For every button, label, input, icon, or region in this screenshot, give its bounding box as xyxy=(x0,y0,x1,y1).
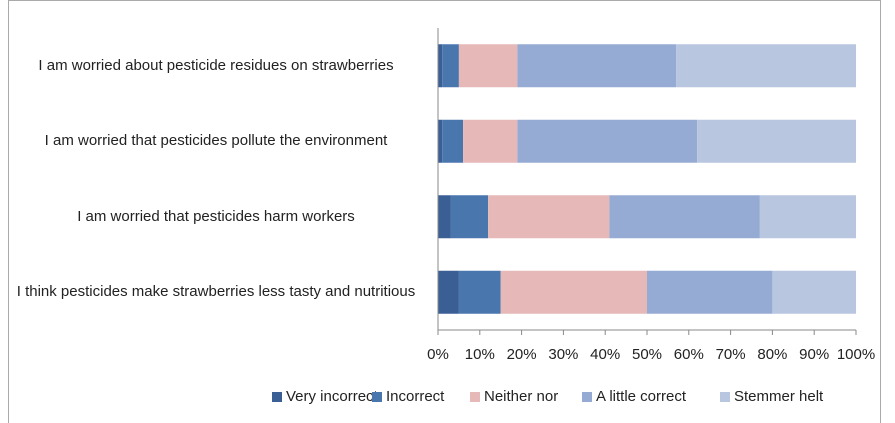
x-tick-label: 40% xyxy=(590,346,620,363)
bar-segment xyxy=(697,119,856,163)
x-tick-label: 50% xyxy=(632,346,662,363)
legend-label: Neither nor xyxy=(484,388,558,405)
bar-segment xyxy=(438,44,443,88)
bar-segment xyxy=(442,44,459,88)
bar-segment xyxy=(438,195,451,239)
bar-segment xyxy=(609,195,760,239)
bar-segment xyxy=(438,270,459,314)
x-tick-label: 30% xyxy=(548,346,578,363)
category-label: I am worried about pesticide residues on… xyxy=(38,56,394,74)
bar-segment xyxy=(772,270,856,314)
x-tick-label: 60% xyxy=(674,346,704,363)
bar-segment xyxy=(442,119,464,163)
bar-segment xyxy=(517,119,698,163)
legend-label: Very incorrect xyxy=(286,388,379,405)
bar-segment xyxy=(517,44,677,88)
chart-border xyxy=(8,0,881,423)
bar-segment xyxy=(450,195,489,239)
legend-swatch xyxy=(720,392,730,402)
bar-segment xyxy=(500,270,647,314)
bar-segment xyxy=(647,270,773,314)
x-tick-label: 100% xyxy=(837,346,875,363)
bar-segment xyxy=(676,44,856,88)
category-label: I am worried that pesticides harm worker… xyxy=(77,207,355,225)
bar-segment xyxy=(438,119,443,163)
bar-segment xyxy=(458,270,501,314)
bar-segment xyxy=(488,195,610,239)
legend-swatch xyxy=(372,392,382,402)
x-tick-label: 10% xyxy=(465,346,495,363)
bar-segment xyxy=(759,195,856,239)
x-tick-label: 80% xyxy=(757,346,787,363)
x-tick-label: 90% xyxy=(799,346,829,363)
x-tick-label: 70% xyxy=(716,346,746,363)
legend-swatch xyxy=(582,392,592,402)
legend-label: Stemmer helt xyxy=(734,388,824,405)
bar-segment xyxy=(463,119,518,163)
legend-label: A little correct xyxy=(596,388,687,405)
legend-label: Incorrect xyxy=(386,388,445,405)
legend-swatch xyxy=(272,392,282,402)
category-label: I think pesticides make strawberries les… xyxy=(16,283,416,301)
x-tick-label: 20% xyxy=(507,346,537,363)
legend-swatch xyxy=(470,392,480,402)
bar-segment xyxy=(458,44,518,88)
x-tick-label: 0% xyxy=(427,346,449,363)
category-label: I am worried that pesticides pollute the… xyxy=(44,132,388,150)
